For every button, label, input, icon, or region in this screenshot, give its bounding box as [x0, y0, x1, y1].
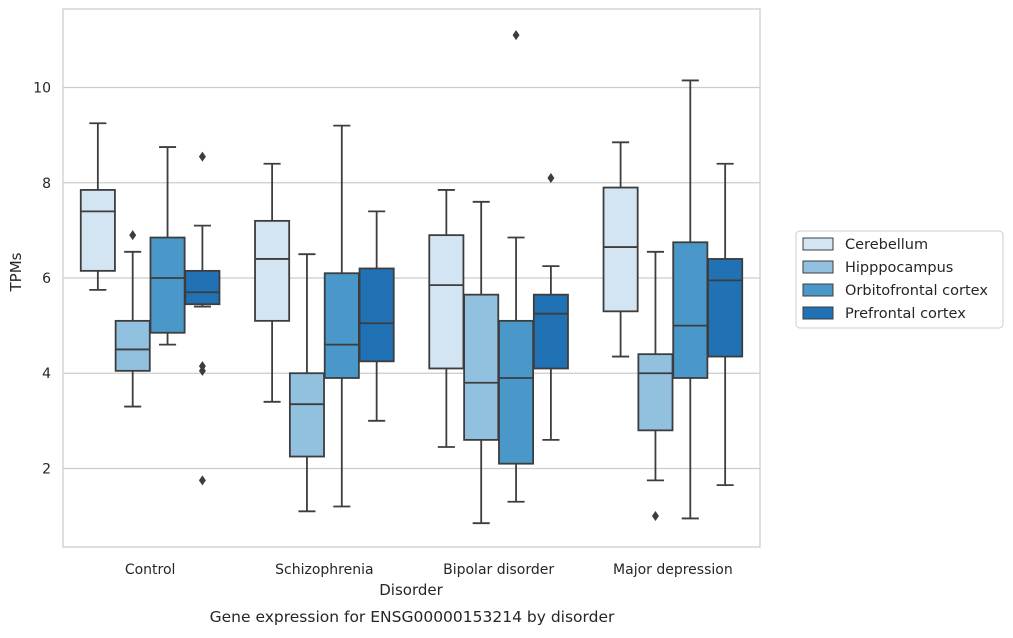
box-iqr [707, 258, 744, 358]
box-iqr [498, 319, 535, 465]
box-group [532, 173, 569, 441]
box-group [254, 162, 291, 403]
y-tick-label: 6 [42, 271, 51, 287]
box-iqr [602, 186, 639, 313]
series-group [114, 200, 674, 525]
box-series [79, 30, 744, 525]
legend-swatch [802, 283, 834, 297]
plot-frame [62, 8, 761, 548]
outlier-point [512, 30, 520, 41]
box-group [79, 122, 116, 291]
legend-label: Orbitofrontal cortex [845, 283, 988, 299]
box-group [602, 141, 639, 358]
box-iqr [114, 319, 151, 372]
legend-label: Hipppocampus [845, 260, 953, 276]
box-iqr [79, 189, 116, 272]
series-group [184, 151, 744, 487]
chart-title: Gene expression for ENSG00000153214 by d… [210, 608, 615, 626]
x-tick-label: Control [125, 562, 176, 578]
x-tick-label: Major depression [613, 562, 733, 578]
box-group [637, 250, 674, 522]
outlier-point [651, 511, 659, 522]
box-group [463, 200, 500, 525]
legend: Cerebellum Hipppocampus Orbitofrontal cort… [795, 230, 1004, 329]
box-iqr [254, 219, 291, 322]
outlier-point [129, 230, 137, 241]
outlier-point [198, 365, 206, 376]
outlier-point [198, 151, 206, 162]
box-group [114, 230, 151, 408]
box-group [498, 30, 535, 503]
box-iqr [149, 236, 186, 334]
x-tick-label: Bipolar disorder [443, 562, 554, 578]
box-group [288, 253, 325, 513]
box-group [184, 151, 221, 486]
box-iqr [637, 353, 674, 432]
legend-frame [795, 230, 1004, 329]
outlier-point [198, 475, 206, 486]
box-group [707, 162, 744, 487]
y-tick-label: 10 [33, 81, 51, 97]
x-tick-labels: Control Schizophrenia Bipolar disorder Majo… [125, 562, 733, 578]
x-axis-label: Disorder [379, 581, 443, 599]
y-tick-label: 4 [42, 366, 51, 382]
box-iqr [288, 372, 325, 458]
legend-swatch [802, 237, 834, 251]
series-group [79, 122, 639, 448]
box-iqr [532, 293, 569, 370]
y-axis-label: TPMs [7, 252, 25, 292]
box-group [428, 189, 465, 448]
box-iqr [428, 234, 465, 370]
box-iqr [358, 267, 395, 363]
legend-swatch [802, 306, 834, 320]
legend-label: Prefrontal cortex [845, 306, 966, 322]
y-tick-label: 8 [42, 176, 51, 192]
legend-label: Cerebellum [845, 237, 928, 253]
box-iqr [672, 241, 709, 379]
y-tick-labels: 2 4 6 8 10 [33, 81, 51, 478]
box-iqr [463, 293, 500, 441]
y-tick-label: 2 [42, 461, 51, 477]
x-tick-label: Schizophrenia [275, 562, 373, 578]
legend-swatch [802, 260, 834, 274]
box-group [358, 210, 395, 422]
outlier-point [547, 173, 555, 184]
box-iqr [323, 272, 360, 379]
box-iqr [184, 269, 221, 306]
